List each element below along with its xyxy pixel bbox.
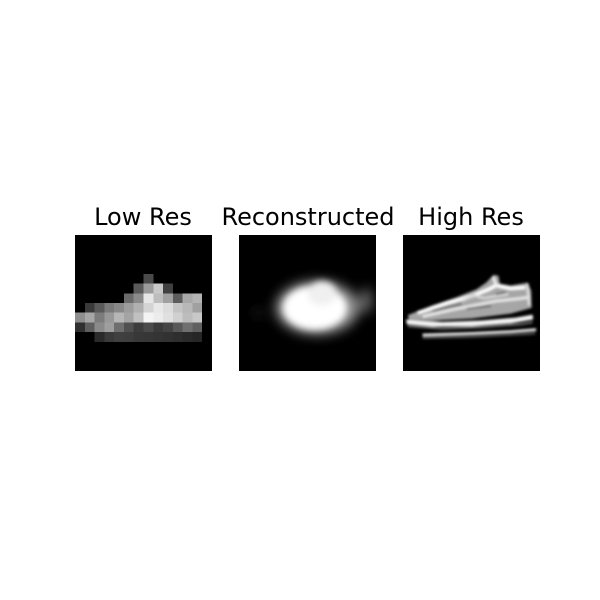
high-res-sneaker-image: [403, 235, 540, 371]
panel-title-low-res: Low Res: [94, 203, 192, 231]
panel-title-high-res: High Res: [418, 203, 524, 231]
reconstructed-sneaker-image: [239, 235, 376, 371]
low-res-sneaker-image: [75, 235, 212, 371]
panel-title-reconstructed: Reconstructed: [221, 203, 395, 231]
